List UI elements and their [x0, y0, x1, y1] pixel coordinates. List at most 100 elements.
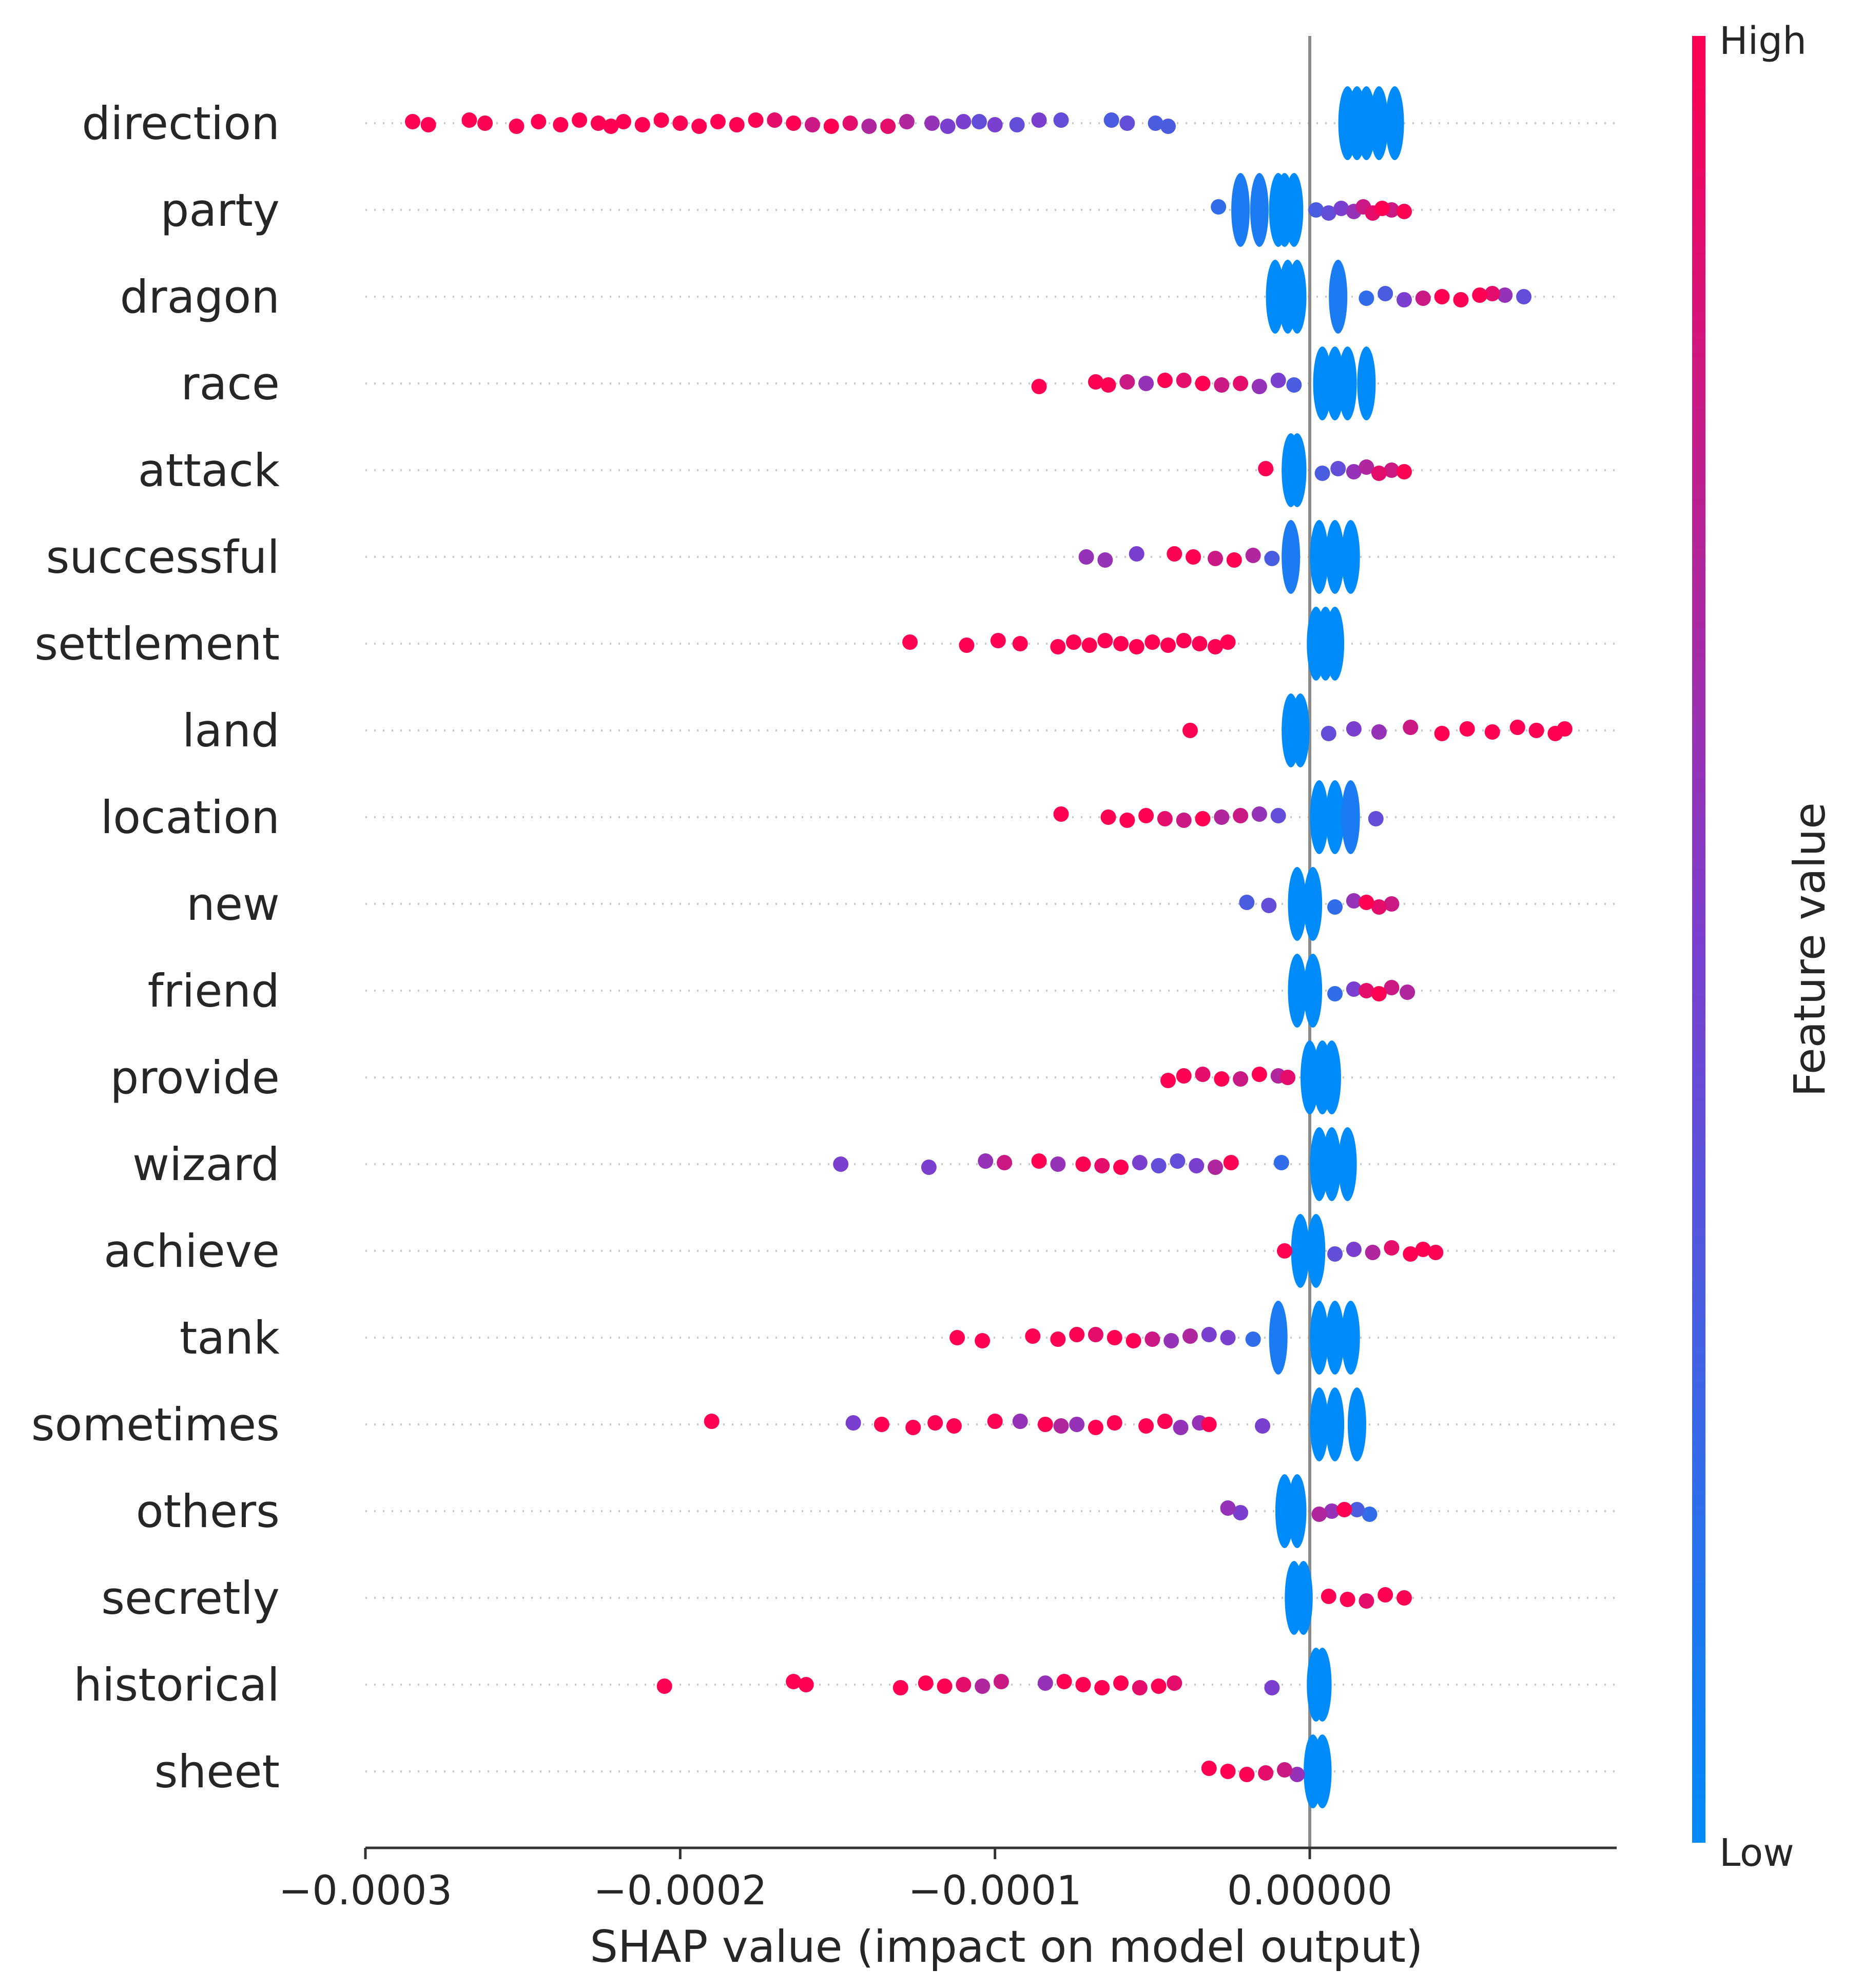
shap-point: [1378, 1587, 1393, 1603]
shap-point: [1304, 867, 1323, 941]
x-tick-label: 0.00000: [1227, 1868, 1393, 1914]
shap-point: [1313, 1734, 1332, 1808]
shap-point: [1453, 292, 1469, 307]
shap-point: [1201, 1327, 1217, 1342]
shap-point: [1282, 520, 1301, 594]
shap-point: [1025, 1328, 1041, 1344]
shap-point: [1326, 780, 1345, 854]
shap-point: [1132, 1155, 1148, 1170]
shap-point: [1371, 724, 1387, 740]
shap-point: [1050, 1331, 1066, 1347]
shap-point: [1384, 1240, 1400, 1256]
shap-point: [1384, 462, 1400, 478]
shap-point: [975, 1678, 991, 1694]
feature-label-provide: provide: [110, 1051, 280, 1104]
shap-point: [1220, 1764, 1236, 1779]
feature-points-dragon: [1266, 260, 1532, 334]
shap-point: [1157, 1414, 1173, 1429]
shap-point: [710, 114, 726, 129]
feature-label-successful: successful: [46, 531, 280, 584]
shap-point: [572, 112, 588, 128]
shap-point: [1113, 1160, 1129, 1175]
shap-point: [1359, 291, 1374, 306]
shap-point: [1195, 811, 1211, 826]
shap-point: [786, 115, 802, 131]
shap-point: [1208, 1160, 1223, 1175]
shap-point: [987, 1414, 1003, 1429]
shap-point: [1336, 1502, 1352, 1517]
shap-point: [1415, 1242, 1431, 1257]
shap-point: [1273, 1155, 1289, 1170]
shap-point: [940, 119, 956, 134]
shap-point: [842, 115, 858, 131]
feature-points-party: [1211, 173, 1412, 247]
colorbar-high-label: High: [1719, 19, 1807, 63]
shap-point: [1050, 1156, 1066, 1172]
shap-point: [1031, 379, 1047, 394]
shap-point: [1220, 1330, 1236, 1345]
shap-point: [1182, 723, 1198, 738]
shap-point: [1107, 1330, 1122, 1345]
shap-point: [1157, 811, 1173, 826]
colorbar-title: Feature value: [1785, 802, 1835, 1097]
shap-point: [691, 119, 707, 134]
shap-point: [1310, 1301, 1329, 1375]
feature-points-attack: [1258, 433, 1412, 507]
shap-point: [1069, 1417, 1085, 1432]
shap-point: [1270, 808, 1286, 823]
shap-point: [1327, 1246, 1343, 1262]
shap-point: [1310, 1387, 1329, 1461]
shap-point: [949, 1330, 965, 1345]
shap-point: [1329, 260, 1348, 334]
shap-point: [1245, 548, 1261, 563]
shap-point: [1459, 721, 1475, 737]
feature-points-settlement: [902, 607, 1345, 681]
shap-point: [1307, 1214, 1326, 1288]
shap-point: [978, 1153, 994, 1169]
colorbar: [1692, 36, 1705, 1843]
feature-points-sometimes: [704, 1387, 1366, 1461]
shap-point: [1359, 459, 1374, 475]
feature-points-achieve: [1276, 1214, 1444, 1288]
shap-point: [1163, 1333, 1179, 1348]
shap-point: [1075, 1677, 1091, 1692]
shap-point: [1400, 985, 1415, 1000]
shap-point: [1346, 981, 1362, 997]
shap-point: [1103, 112, 1119, 128]
shap-point: [1182, 1328, 1198, 1344]
shap-point: [1288, 954, 1307, 1028]
shap-point: [1160, 119, 1176, 134]
shap-point: [804, 117, 820, 132]
shap-point: [1094, 1680, 1110, 1695]
shap-point: [1346, 464, 1362, 479]
shap-point: [1160, 1073, 1176, 1088]
feature-label-location: location: [101, 791, 280, 844]
shap-point: [1251, 1067, 1267, 1082]
shap-point: [1056, 1674, 1072, 1689]
feature-points-others: [1220, 1474, 1378, 1548]
shap-point: [1261, 898, 1277, 913]
shap-point: [1359, 1593, 1374, 1609]
shap-point: [1201, 1417, 1217, 1432]
feature-points-friend: [1288, 954, 1415, 1028]
shap-point: [1304, 954, 1323, 1028]
shap-point: [1220, 1500, 1236, 1516]
shap-point: [1346, 1242, 1362, 1257]
shap-point: [1310, 780, 1329, 854]
shap-point: [845, 1415, 861, 1431]
shap-point: [1186, 549, 1201, 565]
feature-points-historical: [656, 1648, 1332, 1722]
shap-point: [1434, 726, 1450, 741]
shap-point: [1359, 895, 1374, 910]
shap-point: [1276, 1243, 1292, 1259]
shap-point: [1126, 1333, 1141, 1348]
shap-point: [1009, 117, 1025, 132]
feature-label-sometimes: sometimes: [31, 1398, 280, 1451]
shap-point: [1289, 1767, 1305, 1782]
shap-point: [767, 112, 783, 128]
shap-point: [1167, 546, 1182, 562]
feature-label-tank: tank: [180, 1311, 280, 1364]
shap-point: [1167, 1675, 1182, 1691]
shap-point: [1078, 549, 1094, 565]
shap-point: [1484, 724, 1500, 740]
